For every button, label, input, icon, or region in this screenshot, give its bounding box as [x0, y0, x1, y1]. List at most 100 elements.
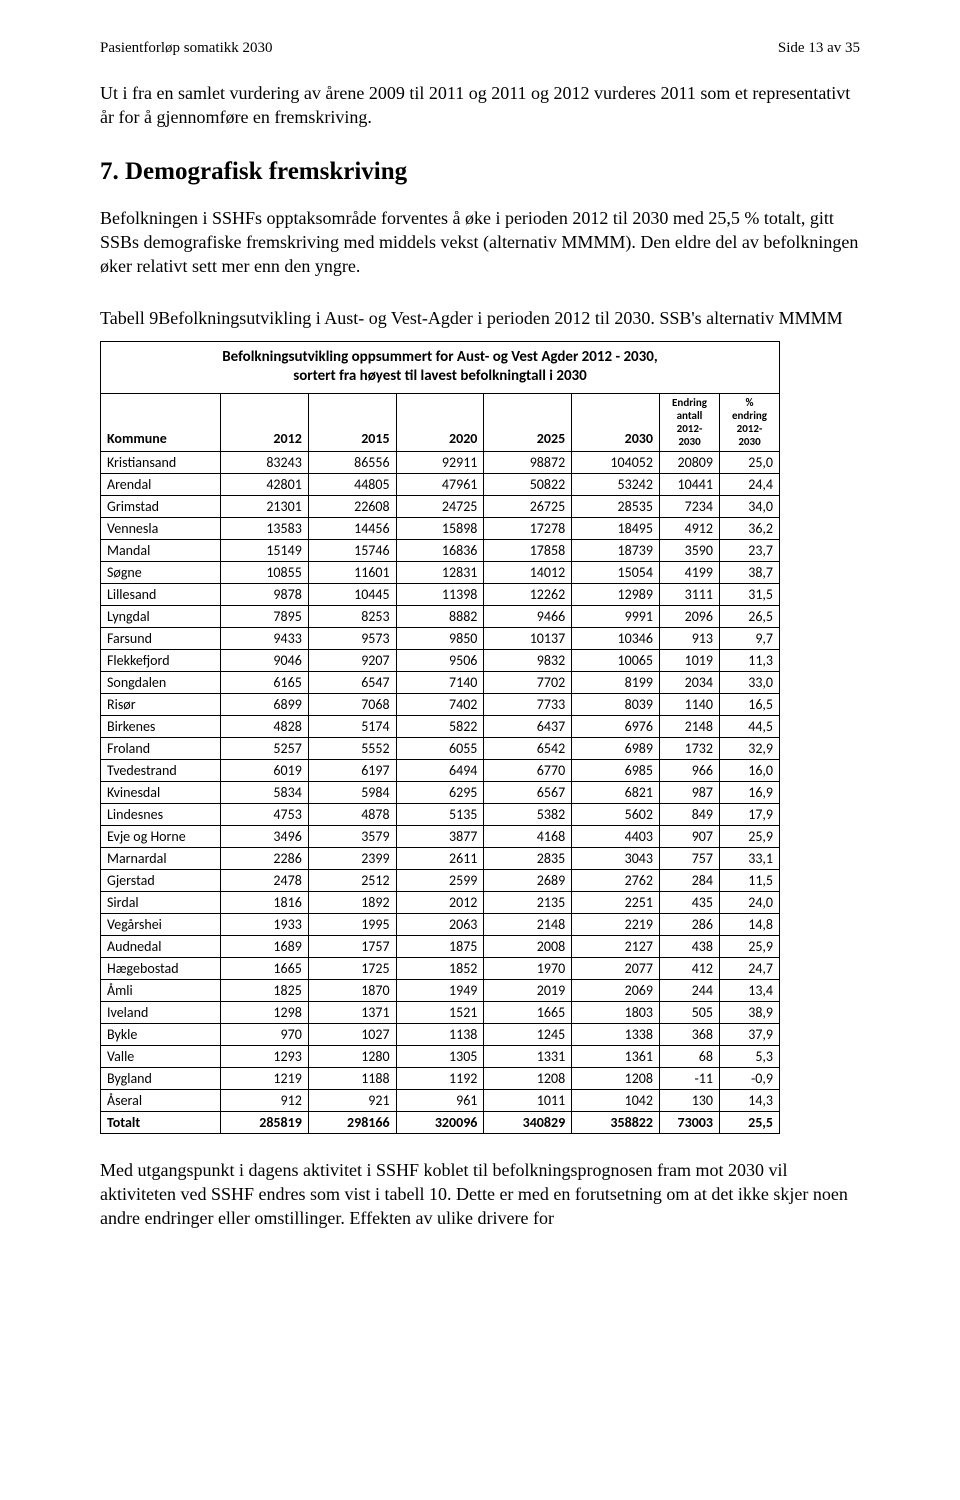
cell-kommune: Mandal — [101, 539, 221, 561]
col-header-pct: % endring 2012- 2030 — [720, 393, 780, 451]
cell-value: 5834 — [221, 781, 309, 803]
table-row: Evje og Horne3496357938774168440390725,9 — [101, 825, 780, 847]
cell-value: 1361 — [572, 1045, 660, 1067]
cell-value: 2063 — [396, 913, 484, 935]
cell-kommune: Bygland — [101, 1067, 221, 1089]
cell-value: 9506 — [396, 649, 484, 671]
cell-value: 244 — [660, 979, 720, 1001]
cell-value-total: 73003 — [660, 1111, 720, 1133]
cell-value: 1219 — [221, 1067, 309, 1089]
cell-value: 25,9 — [720, 825, 780, 847]
cell-value: 2019 — [484, 979, 572, 1001]
table-title-line1: Befolkningsutvikling oppsummert for Aust… — [222, 348, 657, 366]
cell-value: 9878 — [221, 583, 309, 605]
cell-value: 2148 — [660, 715, 720, 737]
cell-value: 9,7 — [720, 627, 780, 649]
cell-value: 68 — [660, 1045, 720, 1067]
cell-value: 26,5 — [720, 605, 780, 627]
cell-value: 1138 — [396, 1023, 484, 1045]
cell-value: 86556 — [308, 451, 396, 473]
cell-kommune: Lyngdal — [101, 605, 221, 627]
cell-value: 9991 — [572, 605, 660, 627]
cell-value: 9466 — [484, 605, 572, 627]
cell-kommune: Vennesla — [101, 517, 221, 539]
cell-value: 11,5 — [720, 869, 780, 891]
cell-value: 1875 — [396, 935, 484, 957]
population-table: Befolkningsutvikling oppsummert for Aust… — [100, 341, 780, 1134]
cell-value: 2034 — [660, 671, 720, 693]
cell-value: 5135 — [396, 803, 484, 825]
table-row: Audnedal1689175718752008212743825,9 — [101, 935, 780, 957]
cell-kommune: Gjerstad — [101, 869, 221, 891]
cell-value: 921 — [308, 1089, 396, 1111]
cell-value: 2512 — [308, 869, 396, 891]
cell-value: 15898 — [396, 517, 484, 539]
cell-value: 1280 — [308, 1045, 396, 1067]
cell-kommune: Grimstad — [101, 495, 221, 517]
cell-value: 2611 — [396, 847, 484, 869]
cell-kommune: Flekkefjord — [101, 649, 221, 671]
cell-value: 1188 — [308, 1067, 396, 1089]
cell-value: 18495 — [572, 517, 660, 539]
cell-value: 7895 — [221, 605, 309, 627]
cell-value: 31,5 — [720, 583, 780, 605]
cell-value: 10065 — [572, 649, 660, 671]
cell-value: 4199 — [660, 561, 720, 583]
table-row: Lillesand987810445113981226212989311131,… — [101, 583, 780, 605]
cell-value: 11,3 — [720, 649, 780, 671]
cell-value: 25,9 — [720, 935, 780, 957]
cell-value: 1298 — [221, 1001, 309, 1023]
cell-value: 2069 — [572, 979, 660, 1001]
col-header-2025: 2025 — [484, 393, 572, 451]
cell-value: 9433 — [221, 627, 309, 649]
cell-value: 1140 — [660, 693, 720, 715]
cell-kommune: Evje og Horne — [101, 825, 221, 847]
cell-value: 5602 — [572, 803, 660, 825]
cell-kommune: Søgne — [101, 561, 221, 583]
cell-value: 4403 — [572, 825, 660, 847]
cell-kommune: Sirdal — [101, 891, 221, 913]
cell-value: 4828 — [221, 715, 309, 737]
cell-value: 16,0 — [720, 759, 780, 781]
cell-value: 5174 — [308, 715, 396, 737]
col-header-kommune: Kommune — [101, 393, 221, 451]
section-number: 7. — [100, 158, 119, 185]
cell-value: 21301 — [221, 495, 309, 517]
cell-value: 38,9 — [720, 1001, 780, 1023]
cell-value-total: 340829 — [484, 1111, 572, 1133]
intro-paragraph: Ut i fra en samlet vurdering av årene 20… — [100, 81, 860, 130]
cell-value: 1870 — [308, 979, 396, 1001]
cell-value: 1892 — [308, 891, 396, 913]
table-row: Sirdal1816189220122135225143524,0 — [101, 891, 780, 913]
cell-value: 1192 — [396, 1067, 484, 1089]
cell-value-total: 298166 — [308, 1111, 396, 1133]
cell-value: 5,3 — [720, 1045, 780, 1067]
cell-value: 44805 — [308, 473, 396, 495]
cell-value: 6976 — [572, 715, 660, 737]
cell-kommune: Valle — [101, 1045, 221, 1067]
cell-kommune: Farsund — [101, 627, 221, 649]
cell-value: 37,9 — [720, 1023, 780, 1045]
cell-value: 2127 — [572, 935, 660, 957]
table-row: Farsund94339573985010137103469139,7 — [101, 627, 780, 649]
cell-value: 286 — [660, 913, 720, 935]
cell-value: 3877 — [396, 825, 484, 847]
cell-value: 2762 — [572, 869, 660, 891]
cell-value: 6567 — [484, 781, 572, 803]
cell-value: 284 — [660, 869, 720, 891]
table-row: Risør68997068740277338039114016,5 — [101, 693, 780, 715]
cell-value: 8882 — [396, 605, 484, 627]
cell-value: 5822 — [396, 715, 484, 737]
table-row: Arendal42801448054796150822532421044124,… — [101, 473, 780, 495]
cell-value: 22608 — [308, 495, 396, 517]
cell-value: 14456 — [308, 517, 396, 539]
cell-value: 1757 — [308, 935, 396, 957]
cell-value: 1521 — [396, 1001, 484, 1023]
cell-value: 9573 — [308, 627, 396, 649]
cell-value: 38,7 — [720, 561, 780, 583]
cell-value-total: 285819 — [221, 1111, 309, 1133]
cell-value: 2835 — [484, 847, 572, 869]
cell-value: 11398 — [396, 583, 484, 605]
cell-value: 3579 — [308, 825, 396, 847]
cell-kommune: Iveland — [101, 1001, 221, 1023]
